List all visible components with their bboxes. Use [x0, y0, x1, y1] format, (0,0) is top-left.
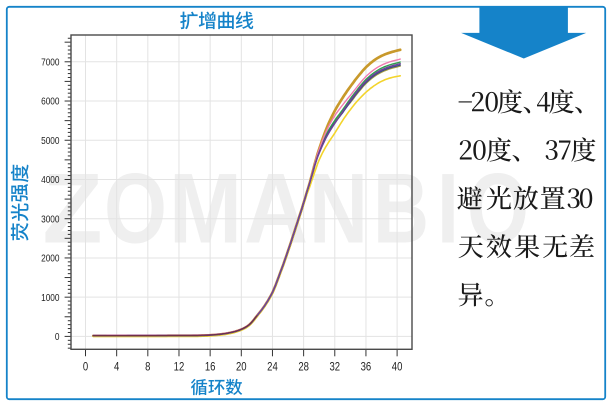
svg-text:3000: 3000: [41, 214, 60, 225]
svg-text:1000: 1000: [41, 293, 60, 304]
svg-text:4: 4: [114, 361, 120, 373]
svg-text:8: 8: [145, 361, 150, 373]
svg-text:O: O: [104, 153, 167, 264]
svg-text:N: N: [309, 153, 368, 264]
svg-text:Z: Z: [43, 153, 103, 264]
svg-text:0: 0: [83, 361, 88, 373]
svg-text:20: 20: [236, 361, 247, 373]
svg-text:40: 40: [392, 361, 403, 373]
svg-text:7000: 7000: [41, 57, 60, 68]
svg-text:5000: 5000: [41, 136, 60, 147]
svg-text:12: 12: [174, 361, 185, 373]
svg-text:B: B: [373, 153, 429, 264]
svg-text:28: 28: [298, 361, 309, 373]
svg-text:16: 16: [205, 361, 216, 373]
svg-text:2000: 2000: [41, 254, 60, 265]
svg-text:6000: 6000: [41, 97, 60, 108]
svg-text:A: A: [244, 153, 308, 264]
svg-text:4000: 4000: [41, 175, 60, 186]
svg-text:36: 36: [361, 361, 372, 373]
svg-text:I: I: [437, 153, 459, 264]
svg-text:24: 24: [267, 361, 278, 373]
svg-text:M: M: [169, 153, 242, 264]
svg-text:0: 0: [55, 332, 60, 343]
svg-text:32: 32: [329, 361, 340, 373]
